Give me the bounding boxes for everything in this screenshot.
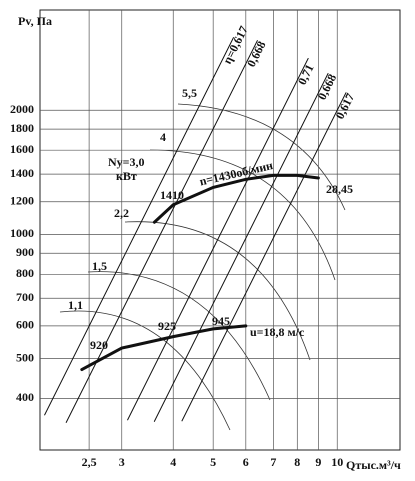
x-tick-label: 3 <box>119 455 125 469</box>
annotation: кВт <box>116 169 137 183</box>
annotation: 1,1 <box>68 298 83 312</box>
annotation: 945 <box>212 314 230 328</box>
annotation: 4 <box>160 130 166 144</box>
curve <box>65 40 258 423</box>
efficiency-label: 0,617 <box>333 91 358 121</box>
y-tick-label: 400 <box>16 390 34 404</box>
y-tick-label: 700 <box>16 290 34 304</box>
annotation: 5,5 <box>182 86 197 100</box>
efficiency-label: 0,71 <box>295 62 317 87</box>
curve-label: n=1430об/мин <box>198 158 274 188</box>
annotation: 920 <box>90 338 108 352</box>
curve <box>80 324 248 372</box>
x-tick-label: 8 <box>294 455 300 469</box>
x-tick-label: 5 <box>210 455 216 469</box>
plot-frame <box>39 9 401 451</box>
curve-label: u=18,8 м/с <box>250 325 305 339</box>
x-tick-label: 10 <box>331 455 343 469</box>
power-curve <box>124 221 311 361</box>
annotation: 1410 <box>160 188 184 202</box>
x-tick-label: 4 <box>170 455 176 469</box>
annotation: 2,2 <box>114 206 129 220</box>
power-curve <box>177 103 346 211</box>
y-tick-label: 600 <box>16 318 34 332</box>
curve <box>152 173 320 224</box>
power-curve <box>149 149 336 281</box>
y-tick-label: 800 <box>16 266 34 280</box>
annotation: Ny=3,0 <box>108 155 145 169</box>
power-curve <box>59 310 231 431</box>
y-tick-label: 1800 <box>10 121 34 135</box>
y-tick-label: 500 <box>16 350 34 364</box>
annotation: 28,45 <box>326 182 353 196</box>
y-tick-label: 1000 <box>10 226 34 240</box>
curve <box>44 37 234 416</box>
power-curve <box>87 271 271 401</box>
x-tick-label: 2,5 <box>82 455 97 469</box>
annotation: 1,5 <box>92 259 107 273</box>
x-tick-label: 6 <box>243 455 249 469</box>
y-tick-label: 2000 <box>10 102 34 116</box>
y-axis-label: Pv, Па <box>18 14 52 28</box>
y-tick-label: 1400 <box>10 166 34 180</box>
curve <box>181 92 347 422</box>
efficiency-label: 0,668 <box>244 39 269 69</box>
annotation: 925 <box>158 319 176 333</box>
curve <box>153 73 329 422</box>
curve <box>127 57 309 421</box>
x-tick-label: 9 <box>315 455 321 469</box>
x-tick-label: 7 <box>270 455 276 469</box>
y-tick-label: 900 <box>16 245 34 259</box>
y-tick-label: 1200 <box>10 193 34 207</box>
y-tick-label: 1600 <box>10 142 34 156</box>
x-axis-label: Qтыс.м³/ч <box>346 458 401 472</box>
